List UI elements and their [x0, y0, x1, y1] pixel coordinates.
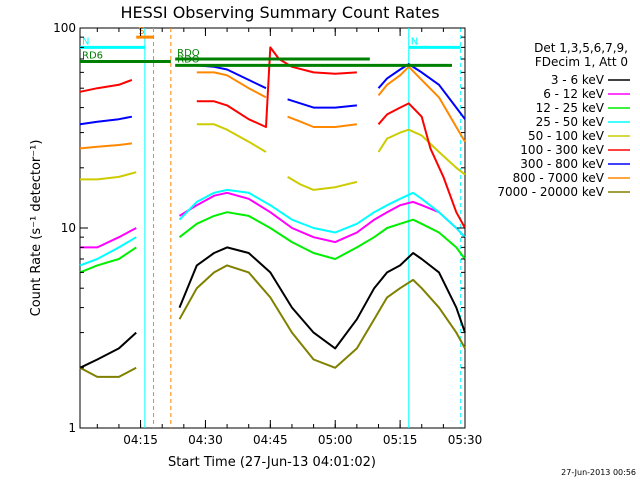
- x-tick-label: 04:45: [253, 433, 288, 447]
- legend-label: 25 - 50 keV: [536, 115, 605, 129]
- legend-label: 800 - 7000 keV: [513, 171, 605, 185]
- series-line-3-6-kev: [79, 246, 466, 369]
- series-line-300-800-kev: [79, 63, 466, 126]
- y-axis: 1 10 100: [53, 21, 465, 435]
- legend-label: 12 - 25 keV: [536, 101, 605, 115]
- timestamp-text: 27-Jun-2013 00:56: [561, 468, 636, 477]
- state-bar-label: N: [411, 36, 418, 47]
- series-line-7000-20000-kev: [79, 264, 466, 378]
- legend: Det 1,3,5,6,7,9, FDecim 1, Att 0 3 - 6 k…: [497, 41, 630, 199]
- series-group: [79, 46, 466, 378]
- y-tick-label: 10: [61, 221, 76, 235]
- state-bar-label: N: [82, 36, 89, 47]
- x-tick-label: 05:00: [318, 433, 353, 447]
- series-line-100-300-kev: [79, 46, 466, 229]
- state-bar-label: S: [138, 26, 144, 37]
- x-tick-label: 04:30: [188, 433, 223, 447]
- legend-label: 3 - 6 keV: [551, 73, 605, 87]
- x-tick-label: 04:15: [123, 433, 158, 447]
- state-bar-label: RD6: [82, 50, 103, 61]
- y-tick-label: 100: [53, 21, 76, 35]
- x-tick-label: 05:15: [383, 433, 418, 447]
- x-tick-label: 05:30: [448, 433, 483, 447]
- series-line-800-7000-kev: [79, 65, 466, 150]
- series-line-25-50-kev: [79, 188, 466, 267]
- state-bar-label: RDO: [177, 48, 200, 59]
- legend-header-line-2: FDecim 1, Att 0: [535, 55, 628, 69]
- plot-area: S N N RDO RD6 RDO: [79, 26, 466, 429]
- series-line-50-100-kev: [80, 123, 466, 191]
- legend-header-line-1: Det 1,3,5,6,7,9,: [534, 41, 628, 55]
- legend-label: 300 - 800 keV: [520, 157, 604, 171]
- state-bars: S N N RDO RD6 RDO: [80, 26, 461, 67]
- series-line-6-12-kev: [80, 191, 466, 249]
- legend-label: 7000 - 20000 keV: [497, 185, 604, 199]
- legend-label: 100 - 300 keV: [520, 143, 604, 157]
- state-bar-label: RDO: [177, 54, 200, 65]
- x-axis: 04:15 04:30 04:45 05:00 05:15 05:30: [96, 28, 483, 447]
- legend-label: 6 - 12 keV: [543, 87, 605, 101]
- series-line-12-25-kev: [79, 211, 466, 274]
- chart-title: HESSI Observing Summary Count Rates: [120, 3, 439, 22]
- y-tick-label: 1: [68, 421, 76, 435]
- legend-label: 50 - 100 keV: [528, 129, 605, 143]
- y-axis-label: Count Rate (s⁻¹ detector⁻¹): [29, 140, 44, 317]
- x-axis-label: Start Time (27-Jun-13 04:01:02): [168, 455, 376, 470]
